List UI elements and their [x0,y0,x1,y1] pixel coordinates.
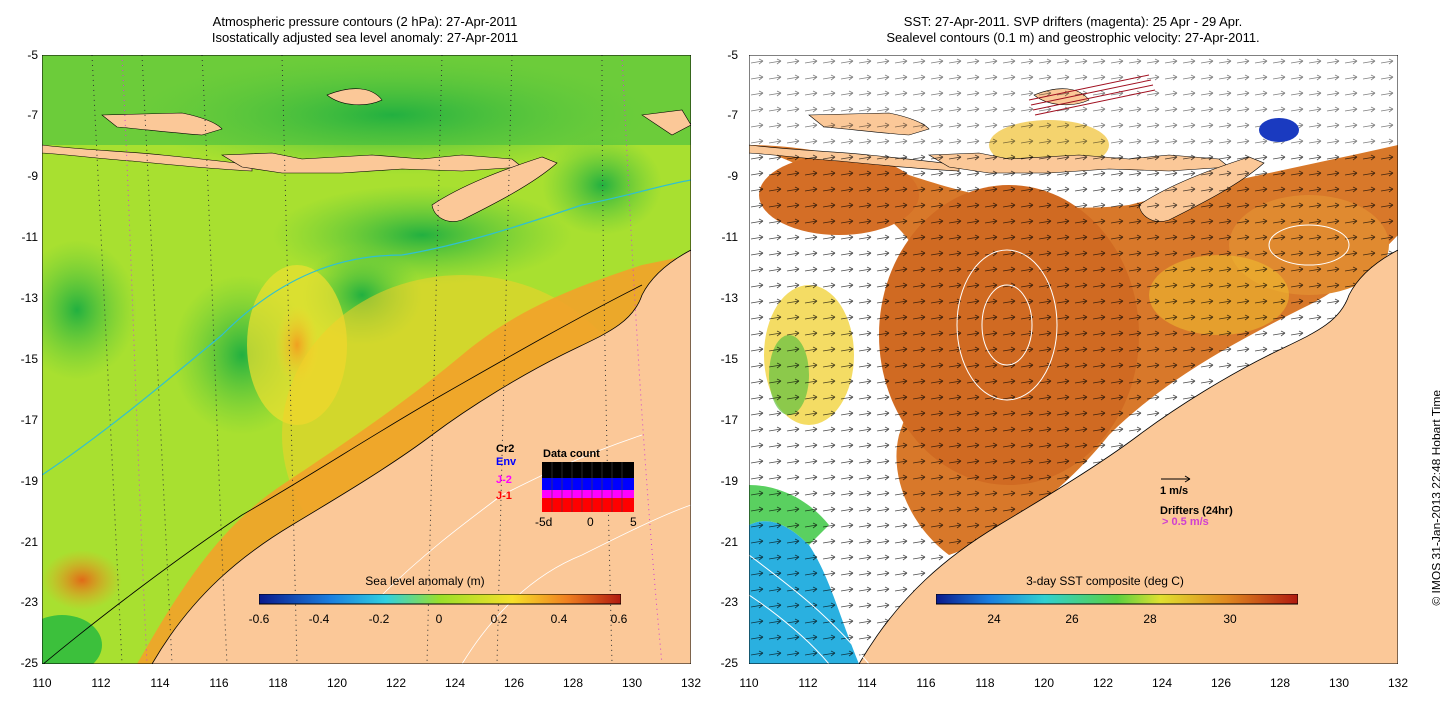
right-x-tick: 130 [1328,676,1350,690]
data-count-tick: 0 [587,515,594,529]
sst-colorbar-tick: 28 [1143,612,1157,626]
right-title: SST: 27-Apr-2011. SVP drifters (magenta)… [748,14,1398,46]
right-x-tick: 114 [857,676,877,690]
sea-level-anomaly-map [42,55,691,664]
left-title-line1: Atmospheric pressure contours (2 hPa): 2… [212,14,518,29]
left-x-tick: 112 [91,676,111,690]
left-x-tick: 132 [680,676,702,690]
right-y-tick: -9 [727,169,738,183]
left-x-tick: 124 [444,676,466,690]
right-y-tick: -15 [720,352,738,366]
sst-colorbar-tick: 24 [987,612,1001,626]
satellite-label-j1: J-1 [496,490,512,502]
sla-colorbar-tick: -0.2 [368,612,390,626]
right-x-tick: 118 [975,676,995,690]
data-count-title: Data count [543,448,600,460]
right-x-tick: 124 [1151,676,1173,690]
sla-colorbar-tick: 0.4 [550,612,568,626]
right-x-tick: 122 [1092,676,1114,690]
left-x-tick: 116 [209,676,229,690]
left-y-tick: -5 [27,48,38,62]
sla-colorbar-tick: 0.6 [610,612,628,626]
satellite-label-env: Env [496,456,517,468]
left-y-tick: -19 [20,474,38,488]
left-y-tick: -15 [20,352,38,366]
data-count-tick: -5d [535,515,553,529]
left-x-tick: 122 [385,676,407,690]
left-title: Atmospheric pressure contours (2 hPa): 2… [40,14,690,46]
left-y-tick: -23 [20,595,38,609]
data-count-tick: 5 [630,515,637,529]
left-y-tick: -9 [27,169,38,183]
credit-text: © IMOS 31-Jan-2013 22:48 Hobart Time [1430,390,1440,606]
right-y-tick: -25 [720,656,738,670]
sla-colorbar-tick: 0.2 [490,612,508,626]
right-y-tick: -13 [720,291,738,305]
satellite-label-j2: J-2 [496,474,512,486]
sst-colorbar-tick: 30 [1223,612,1237,626]
data-count-bars [542,462,634,512]
right-x-tick: 116 [916,676,936,690]
right-x-tick: 128 [1269,676,1291,690]
sst-colorbar-label: 3-day SST composite (deg C) [1026,574,1184,588]
left-x-tick: 120 [326,676,348,690]
sst-colorbar-tick: 26 [1065,612,1079,626]
left-x-tick: 114 [150,676,170,690]
right-y-tick: -17 [720,413,738,427]
drifters-speed-label: > 0.5 m/s [1162,516,1209,528]
right-x-tick: 110 [739,676,759,690]
right-y-tick: -7 [727,108,738,122]
sla-colorbar-label: Sea level anomaly (m) [365,574,485,588]
drifters-legend-label: Drifters (24hr) [1160,505,1233,517]
left-y-tick: -11 [21,230,38,244]
right-y-tick: -21 [720,535,738,549]
right-x-tick: 112 [798,676,818,690]
sla-colorbar-tick: -0.4 [308,612,330,626]
right-x-tick: 126 [1210,676,1232,690]
sst-colorbar [936,594,1298,605]
right-y-tick: -11 [721,230,738,244]
right-x-tick: 132 [1387,676,1409,690]
velocity-arrow-icon [1161,475,1191,483]
left-x-tick: 128 [562,676,584,690]
left-x-tick: 110 [32,676,52,690]
left-y-tick: -13 [20,291,38,305]
right-title-line2: Sealevel contours (0.1 m) and geostrophi… [886,30,1260,45]
left-y-tick: -21 [20,535,38,549]
right-y-tick: -5 [727,48,738,62]
velocity-legend-label: 1 m/s [1160,485,1189,497]
left-title-line2: Isostatically adjusted sea level anomaly… [211,30,519,45]
left-x-tick: 130 [621,676,643,690]
sla-colorbar [259,594,621,605]
left-y-tick: -7 [27,108,38,122]
right-y-tick: -19 [720,474,738,488]
sst-map [749,55,1398,664]
left-x-tick: 118 [268,676,288,690]
sla-colorbar-tick: -0.6 [248,612,270,626]
left-x-tick: 126 [503,676,525,690]
satellite-label-cr2: Cr2 [496,443,515,455]
left-y-tick: -25 [20,656,38,670]
right-title-line1: SST: 27-Apr-2011. SVP drifters (magenta)… [903,14,1243,29]
right-x-tick: 120 [1033,676,1055,690]
sla-colorbar-tick: 0 [435,612,443,626]
right-y-tick: -23 [720,595,738,609]
left-y-tick: -17 [20,413,38,427]
